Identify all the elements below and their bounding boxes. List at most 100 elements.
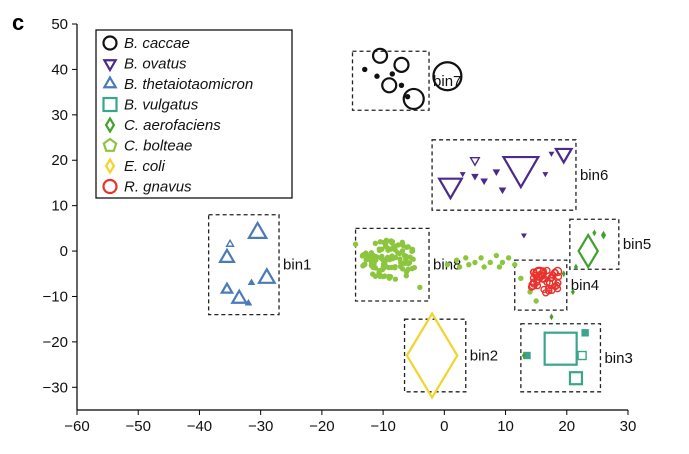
data-point [377,239,383,245]
data-point [561,270,566,278]
bin-label-bin4: bin4 [571,277,599,294]
data-point [225,238,235,247]
data-point [532,266,547,281]
y-tick-label: 40 [51,61,68,78]
data-point [389,71,395,77]
series-c-aerofaciens [521,229,607,359]
series-b-thetaiotaomicron [218,220,277,306]
data-point [244,298,253,306]
bin-label-bin5: bin5 [623,236,651,253]
data-point [219,281,235,294]
x-tick-label: 20 [558,418,575,435]
data-point [246,220,269,239]
x-tick-label: −50 [125,418,150,435]
data-point [492,169,501,176]
x-tick-label: 0 [440,418,448,435]
data-point [405,244,411,250]
data-point [520,233,527,239]
bin-label-bin7: bin7 [433,73,461,90]
data-point [512,261,518,268]
legend-item-c-bolteae: C. bolteae [102,138,192,155]
data-point [371,47,389,64]
y-tick-label: −30 [43,379,68,396]
data-point [368,257,374,264]
legend-label: R. gnavus [124,179,192,196]
x-tick-label: −10 [370,418,395,435]
data-point [379,255,385,261]
data-point [471,173,479,181]
legend-item-e-coli: E. coli [104,157,166,175]
bin-label-bin6: bin6 [580,167,608,184]
data-point [405,311,459,400]
bin-boxes: bin1bin2bin3bin4bin5bin6bin7bin8 [207,50,651,393]
bin-box-bin8 [354,227,430,302]
legend-label: B. thetaiotaomicron [124,76,253,93]
legend-label: B. caccae [124,35,190,52]
legend-marker-icon [104,116,116,134]
bin-box-bin7 [351,50,430,111]
data-point [498,187,507,195]
data-point [469,157,481,167]
data-point [505,255,512,261]
bin-box-bin3 [520,323,602,393]
data-point [381,264,387,271]
data-point [404,93,411,100]
data-point [577,232,600,270]
series-r-gnavus [527,266,563,297]
data-point [407,254,413,260]
legend-marker-icon [102,178,118,195]
data-point [573,263,578,271]
data-point [521,352,526,359]
data-point [533,281,542,290]
data-point [370,252,377,259]
data-point [568,371,584,386]
data-point [456,264,463,270]
y-tick-label: 0 [60,243,68,260]
data-point [362,66,368,73]
data-point [542,289,550,297]
data-point [499,259,506,266]
data-point [389,239,395,246]
legend-box [95,29,293,199]
data-point [376,246,383,252]
data-point [481,264,487,270]
data-point [552,266,563,277]
data-point [549,313,554,321]
data-point [432,61,463,92]
data-point [496,264,503,270]
legend-marker-icon [102,59,118,73]
legend-marker-icon [104,157,116,175]
data-point [383,237,390,243]
bin-box-bin6 [431,139,577,211]
data-point [480,178,488,186]
data-point [381,77,398,94]
data-point [463,255,469,261]
x-tick-label: −40 [187,418,212,435]
data-point [386,275,393,281]
y-tick-label: 10 [51,198,68,215]
data-point [577,350,587,361]
data-point [459,172,466,178]
data-point [417,284,423,291]
data-point [543,331,578,366]
y-tick-label: 50 [51,16,68,33]
data-point [218,247,236,263]
axes: −60 −50 −40 −30 −20 −10 0 10 20 30 −30 −20 −10 0 10 20 3… [43,16,637,435]
legend-item-r-gnavus: R. gnavus [102,178,192,196]
data-point [409,248,415,254]
data-point [398,82,405,89]
data-point [542,172,549,178]
series-e-coli [405,311,459,400]
legend-label: C. aerofaciens [124,117,221,134]
data-point [405,261,412,267]
x-tick-label: −20 [309,418,334,435]
legend-item-b-thetaiotaomicron: B. thetaiotaomicron [102,75,253,93]
legend-item-c-aerofaciens: C. aerofaciens [104,116,221,134]
data-point [403,269,410,275]
y-tick-label: 20 [51,152,68,169]
data-point [478,255,484,261]
bin-label-bin3: bin3 [604,350,632,367]
bin-label-bin2: bin2 [470,348,498,365]
legend-item-b-ovatus: B. ovatus [102,56,187,73]
